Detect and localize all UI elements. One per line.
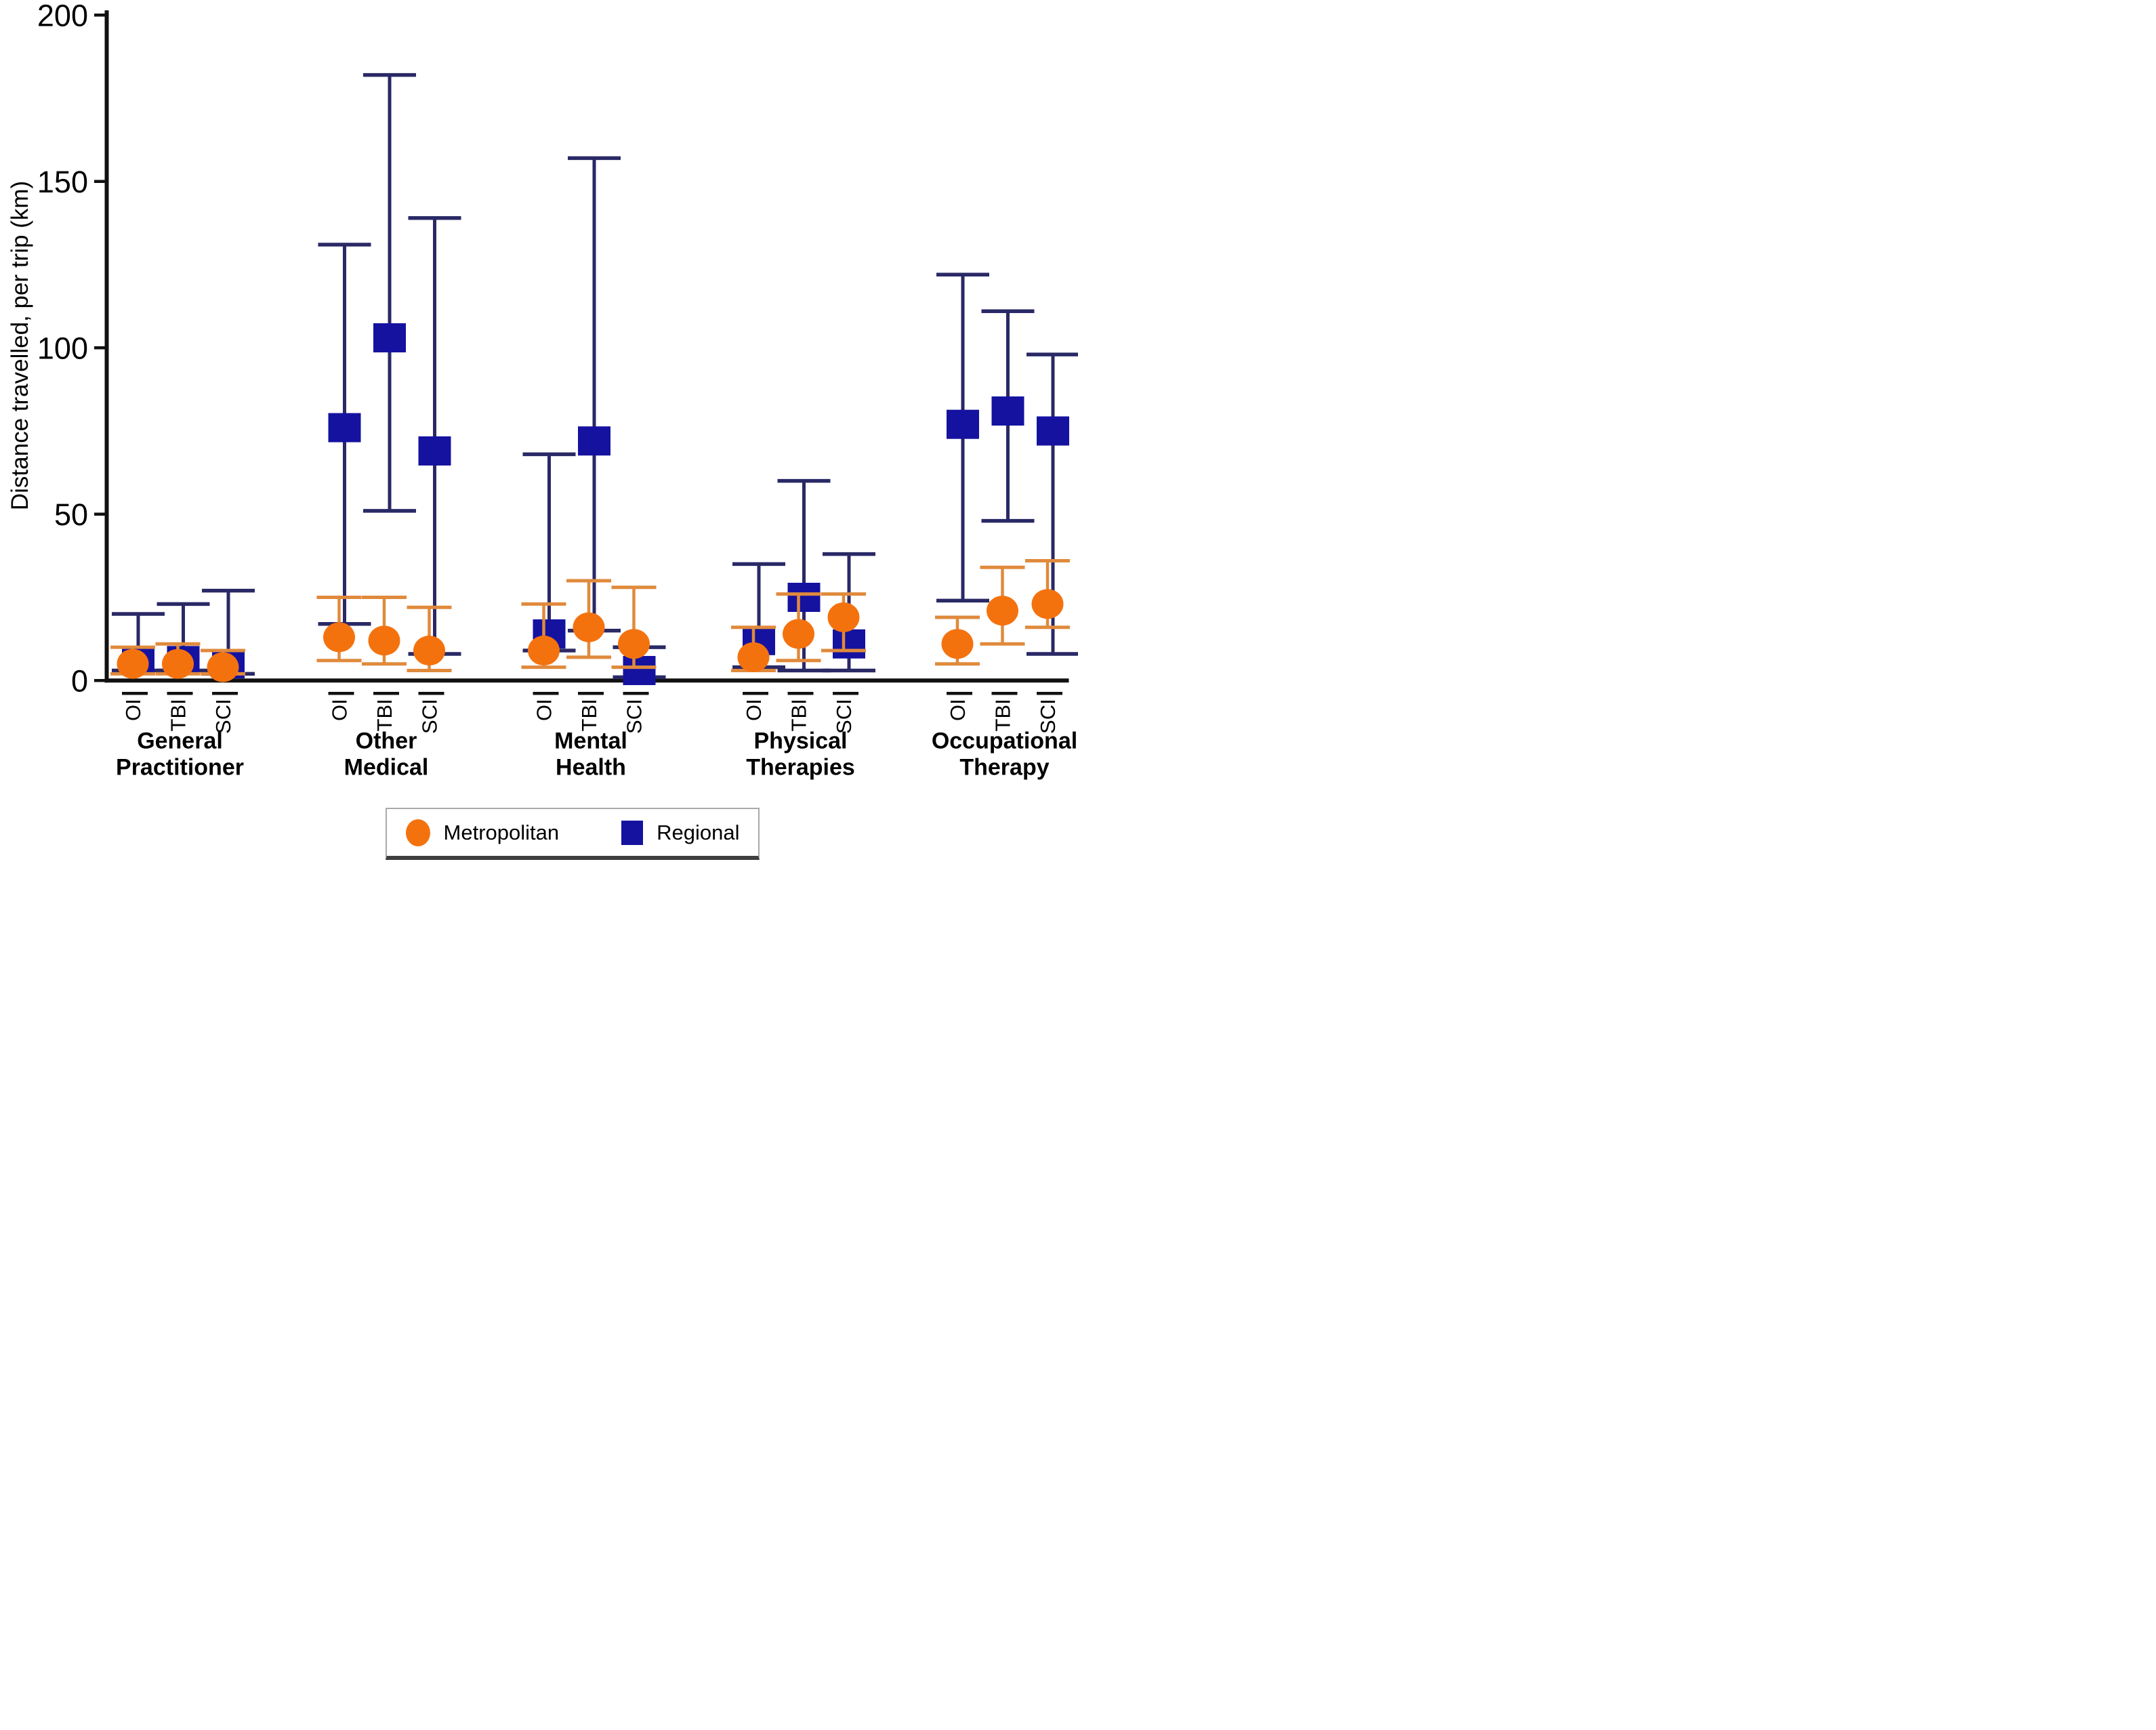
legend: Metropolitan Regional [386, 808, 760, 860]
marker-metropolitan [323, 622, 355, 653]
category-label: SCI [418, 699, 442, 734]
category-label: TBI [787, 699, 811, 731]
marker-metropolitan [737, 642, 770, 672]
legend-label-regional: Regional [657, 820, 740, 844]
category-label: TBI [167, 699, 190, 731]
category-label: OI [946, 699, 970, 721]
marker-metropolitan [162, 648, 194, 679]
marker-metropolitan [368, 625, 400, 656]
marker-metropolitan [207, 652, 239, 682]
y-tick-label: 100 [37, 331, 88, 365]
marker-metropolitan [783, 619, 814, 649]
group-label: Therapies [746, 754, 855, 780]
marker-metropolitan [618, 629, 650, 659]
marker-regional [418, 436, 451, 466]
category-label: SCI [832, 699, 856, 734]
marker-metropolitan [1031, 589, 1064, 619]
category-label: TBI [991, 699, 1015, 731]
group-label: Physical [754, 728, 848, 754]
marker-regional [1037, 416, 1069, 446]
marker-regional [787, 583, 821, 612]
group-label: Therapy [959, 754, 1049, 780]
marker-regional [328, 413, 361, 442]
marker-regional [578, 426, 610, 456]
legend-item-regional: Regional [621, 820, 740, 845]
y-axis-title: Distance travelled, per trip (km) [7, 180, 33, 511]
metropolitan-circle-icon [405, 819, 430, 846]
marker-regional [623, 656, 656, 686]
category-label: SCI [1036, 699, 1060, 734]
category-label: OI [533, 699, 556, 721]
marker-regional [373, 323, 406, 353]
y-tick-label: 0 [71, 663, 88, 698]
marker-metropolitan [987, 596, 1018, 626]
legend-item-metropolitan: Metropolitan [405, 819, 560, 846]
marker-metropolitan [528, 636, 560, 666]
group-label: Health [556, 754, 626, 780]
marker-metropolitan [941, 629, 974, 659]
y-tick-label: 200 [37, 0, 88, 33]
marker-regional [947, 409, 979, 439]
category-label: OI [121, 699, 145, 721]
group-label: General [137, 728, 223, 754]
y-tick-label: 150 [37, 165, 88, 199]
y-tick-label: 50 [54, 497, 88, 532]
category-label: OI [328, 699, 352, 721]
group-label: Medical [344, 754, 429, 780]
category-label: SCI [623, 699, 646, 734]
group-label: Other [356, 728, 417, 754]
group-label: Mental [554, 728, 627, 754]
category-label: TBI [373, 699, 396, 731]
regional-square-icon [621, 820, 644, 845]
marker-metropolitan [117, 648, 149, 679]
marker-metropolitan [573, 612, 605, 642]
marker-metropolitan [827, 602, 860, 632]
legend-label-metropolitan: Metropolitan [443, 820, 560, 844]
chart-figure: 0 50 100 150 200 OI TBI SCI General Practitioner O… [0, 0, 1078, 865]
marker-regional [991, 396, 1024, 426]
category-label: SCI [211, 699, 235, 734]
group-label: Practitioner [116, 754, 244, 780]
category-label: TBI [577, 699, 601, 731]
marker-metropolitan [413, 636, 445, 666]
group-label: Occupational [932, 728, 1077, 754]
category-label: OI [742, 699, 766, 721]
marker-regional [833, 629, 865, 659]
